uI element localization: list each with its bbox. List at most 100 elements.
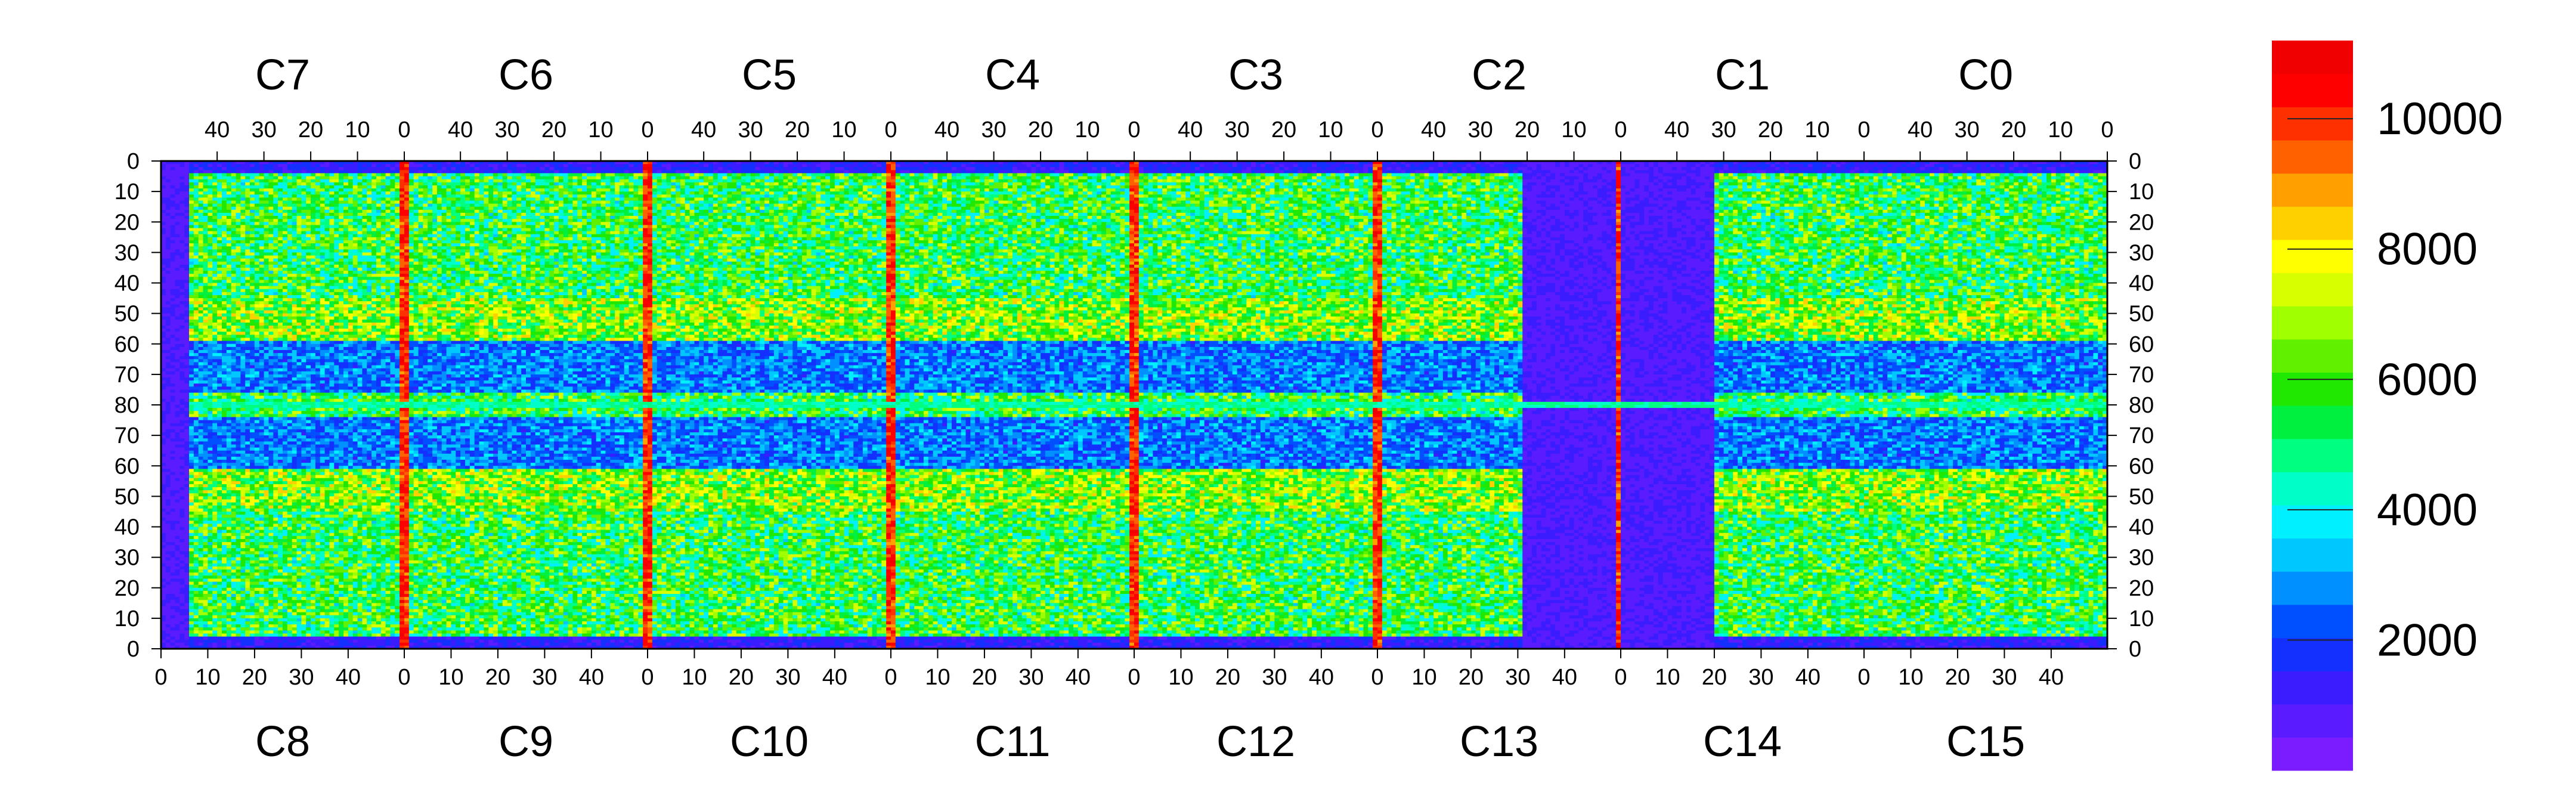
heatmap-cell	[189, 545, 194, 549]
heatmap-cell	[171, 575, 175, 579]
heatmap-cell	[199, 240, 203, 244]
heatmap-cell	[179, 444, 184, 448]
heatmap-cell	[179, 185, 184, 189]
heatmap-cell	[179, 237, 184, 241]
heatmap-cell	[203, 515, 208, 518]
heatmap-cell	[194, 515, 199, 518]
heatmap-cell	[203, 448, 208, 451]
heatmap-cell	[171, 444, 175, 448]
heatmap-cell	[179, 597, 184, 600]
heatmap-cell	[208, 262, 212, 265]
heatmap-cell	[171, 329, 175, 332]
heatmap-cell	[199, 478, 203, 482]
heatmap-cell	[175, 210, 180, 213]
heatmap-cell	[166, 503, 171, 506]
heatmap-cell	[194, 362, 199, 366]
heatmap-cell	[208, 188, 212, 192]
heatmap-cell	[208, 496, 212, 500]
heatmap-cell	[199, 600, 203, 603]
heatmap-cell	[166, 204, 171, 208]
heatmap-cell	[179, 173, 184, 177]
heatmap-cell	[166, 438, 171, 442]
heatmap-cell	[171, 170, 175, 174]
heatmap-cell	[184, 362, 189, 366]
heatmap-cell	[179, 194, 184, 198]
heatmap-cell	[194, 335, 199, 338]
heatmap-cell	[179, 286, 184, 290]
heatmap-cell	[166, 558, 171, 561]
heatmap-cell	[199, 527, 203, 531]
heatmap-cell	[166, 561, 171, 564]
heatmap-cell	[212, 292, 217, 296]
heatmap-cell	[208, 332, 212, 335]
heatmap-cell	[175, 323, 180, 326]
heatmap-cell	[189, 177, 194, 180]
heatmap-cell	[212, 219, 217, 222]
heatmap-cell	[171, 347, 175, 351]
heatmap-cell	[203, 347, 208, 351]
heatmap-cell	[171, 262, 175, 265]
heatmap-cell	[203, 472, 208, 475]
heatmap-cell	[189, 170, 194, 174]
heatmap-cell	[171, 484, 175, 488]
heatmap-cell	[184, 359, 189, 363]
heatmap-cell	[199, 493, 203, 497]
heatmap-cell	[175, 353, 180, 357]
heatmap-cell	[189, 569, 194, 573]
heatmap-cell	[175, 246, 180, 250]
heatmap-cell	[171, 420, 175, 424]
heatmap-cell	[184, 472, 189, 475]
heatmap-cell	[203, 441, 208, 445]
heatmap-cell	[175, 377, 180, 381]
heatmap-cell	[175, 637, 180, 640]
heatmap-cell	[179, 555, 184, 558]
heatmap-cell	[203, 323, 208, 326]
heatmap-cell	[184, 335, 189, 338]
heatmap-cell	[166, 499, 171, 503]
heatmap-cell	[179, 448, 184, 451]
heatmap-cell	[199, 252, 203, 256]
heatmap-cell	[179, 383, 184, 387]
heatmap-cell	[175, 283, 180, 287]
heatmap-cell	[184, 426, 189, 430]
heatmap-cell	[179, 350, 184, 354]
heatmap-cell	[203, 386, 208, 390]
heatmap-cell	[199, 585, 203, 589]
heatmap-cell	[189, 530, 194, 534]
heatmap-cell	[179, 478, 184, 482]
heatmap-cell	[171, 545, 175, 549]
heatmap-cell	[166, 496, 171, 500]
heatmap-cell	[184, 527, 189, 531]
heatmap-cell	[175, 188, 180, 192]
heatmap-cell	[208, 527, 212, 531]
heatmap-cell	[179, 463, 184, 466]
heatmap-cell	[203, 627, 208, 631]
heatmap-cell	[166, 341, 171, 345]
heatmap-cell	[166, 359, 171, 363]
heatmap-cell	[212, 213, 217, 216]
heatmap-cell	[179, 454, 184, 457]
heatmap-cell	[194, 344, 199, 348]
heatmap-cell	[203, 191, 208, 195]
heatmap-cell	[194, 555, 199, 558]
heatmap-cell	[199, 606, 203, 609]
heatmap-cell	[203, 460, 208, 463]
heatmap-cell	[184, 252, 189, 256]
heatmap-cell	[179, 572, 184, 576]
heatmap-cell	[166, 271, 171, 274]
heatmap-cell	[175, 600, 180, 603]
heatmap-cell	[184, 213, 189, 216]
heatmap-cell	[199, 451, 203, 454]
heatmap-cell	[171, 295, 175, 299]
heatmap-cell	[166, 624, 171, 628]
heatmap-cell	[175, 399, 180, 402]
heatmap-cell	[203, 194, 208, 198]
heatmap-cell	[199, 386, 203, 390]
heatmap-cell	[171, 512, 175, 515]
heatmap-cell	[189, 438, 194, 442]
heatmap-cell	[194, 332, 199, 335]
heatmap-cell	[175, 356, 180, 360]
heatmap-cell	[189, 332, 194, 335]
heatmap-cell	[208, 484, 212, 488]
heatmap-cell	[179, 167, 184, 171]
